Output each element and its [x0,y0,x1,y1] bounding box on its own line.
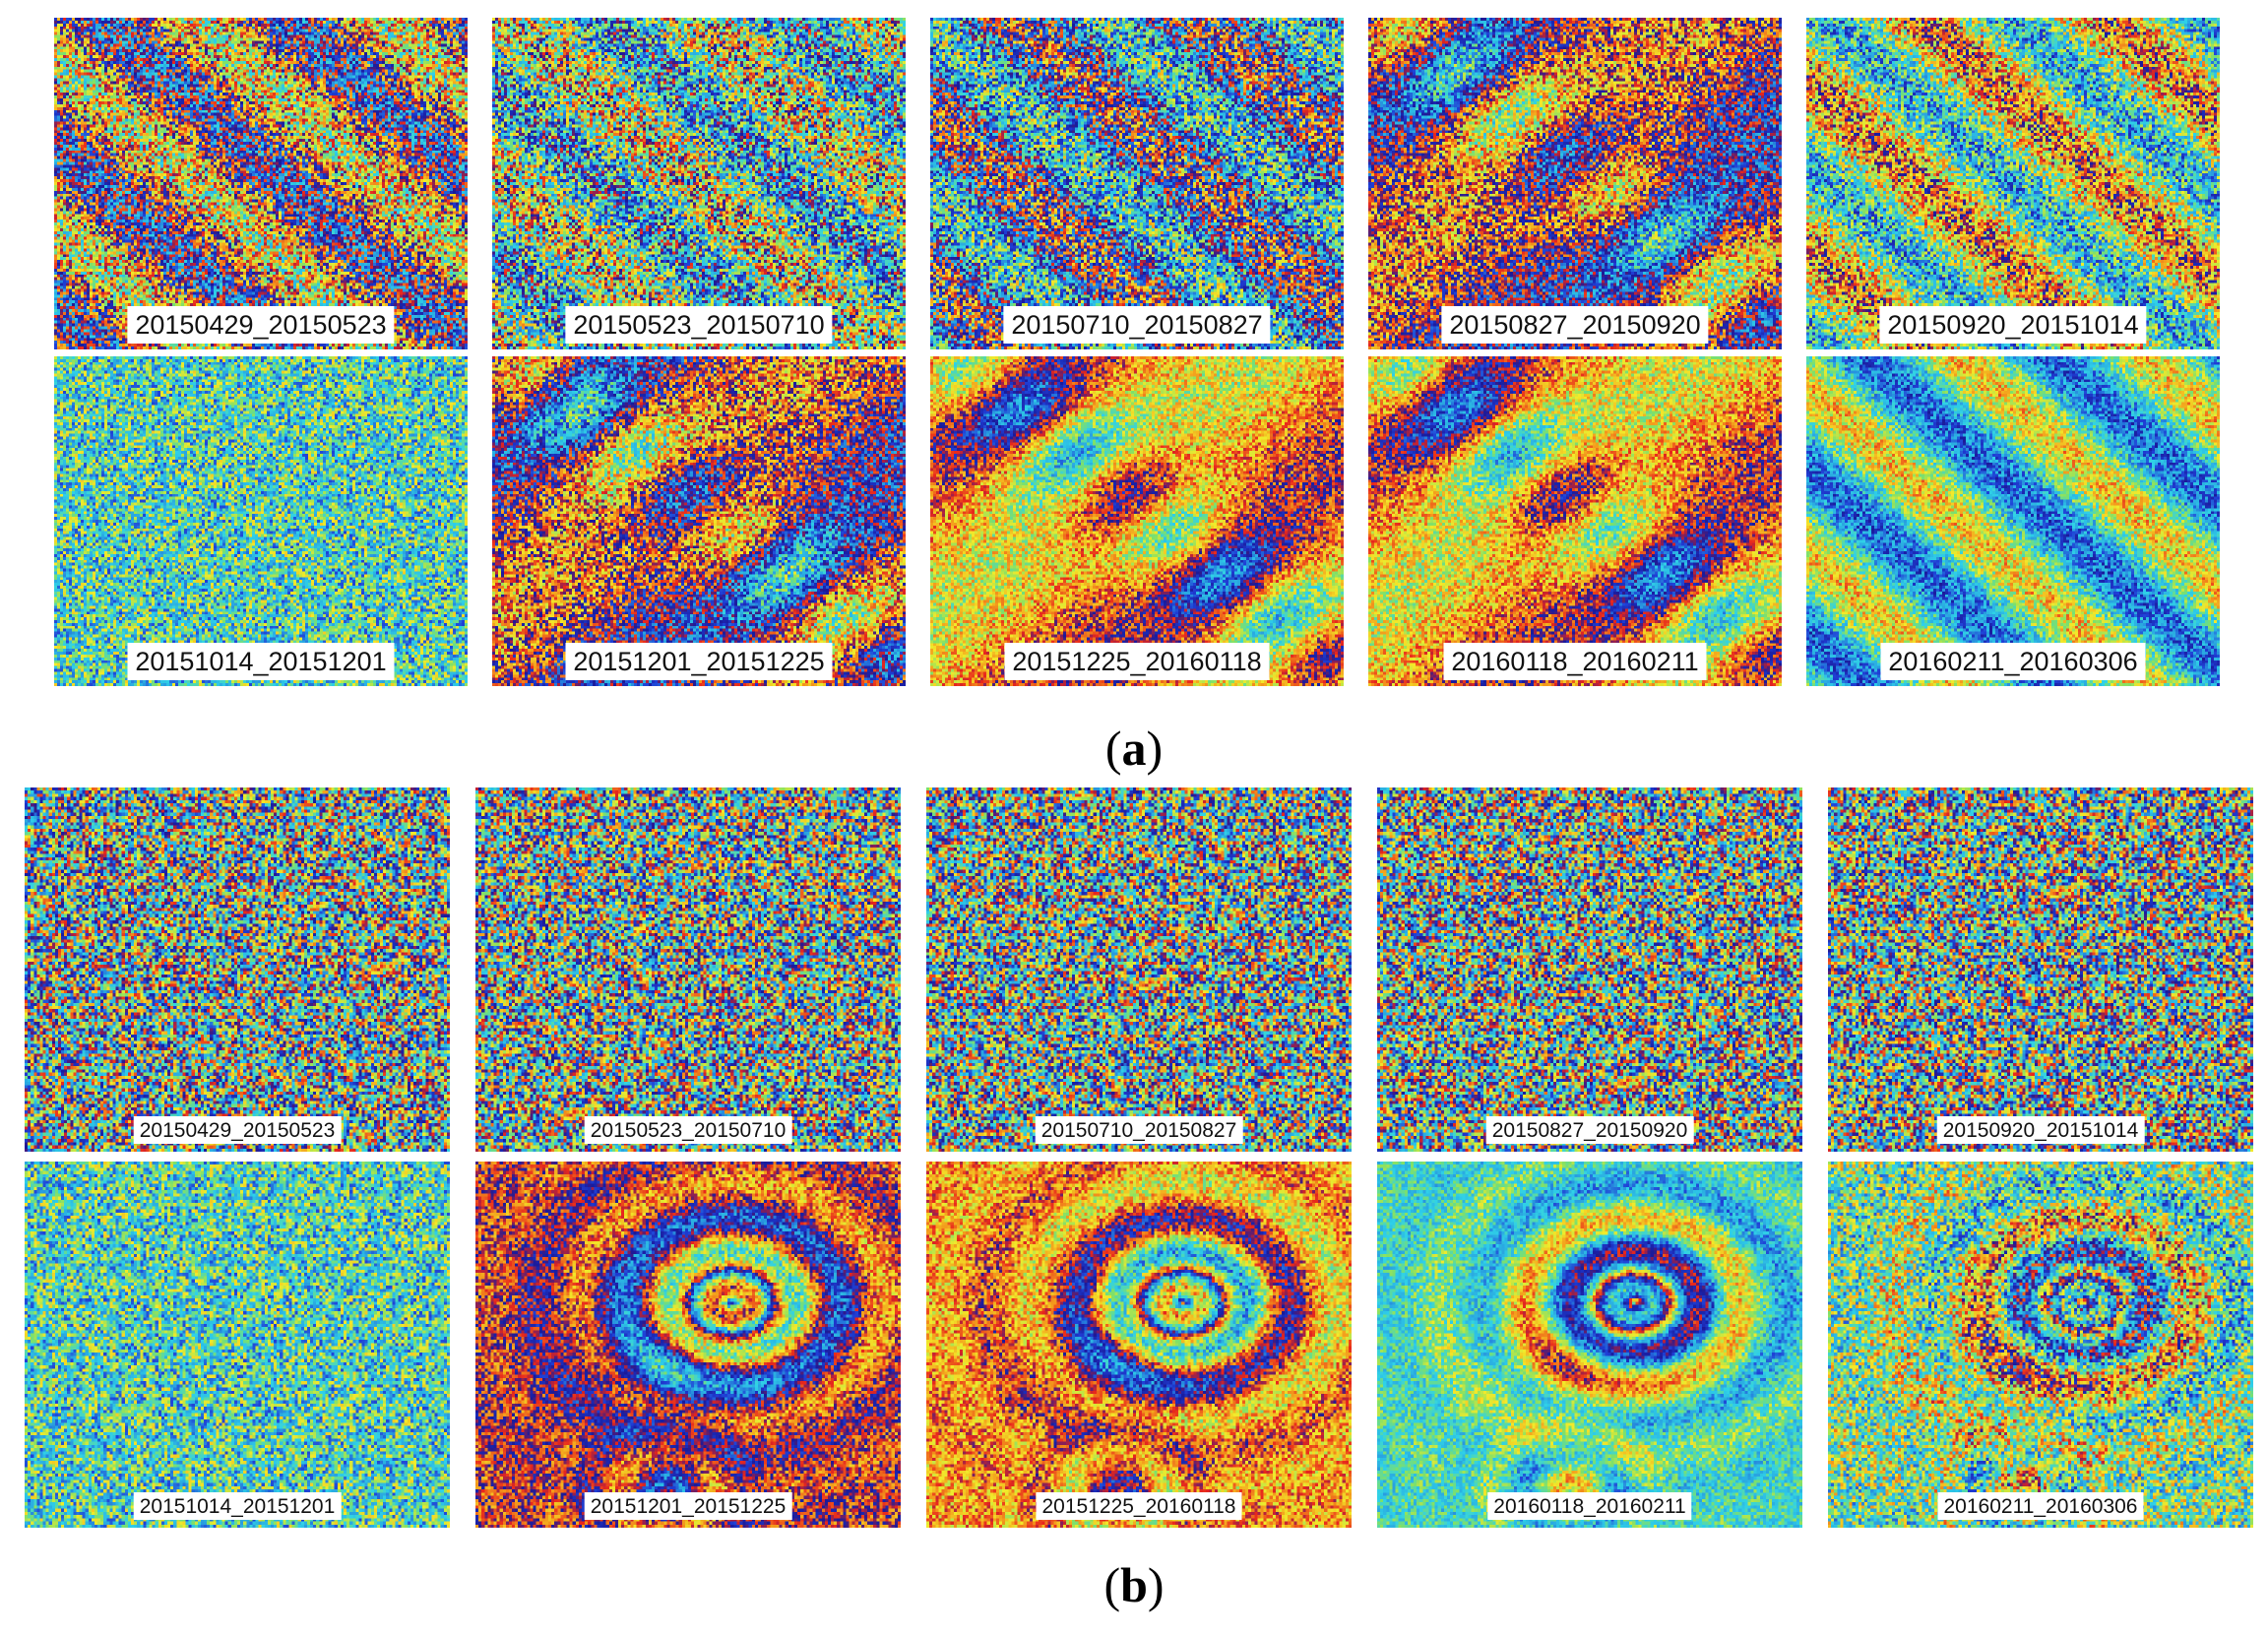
interferogram-image [930,356,1344,686]
interferogram-date-label: 20160118_20160211 [1487,1492,1692,1520]
interferogram-image [1368,18,1782,349]
interferogram-tile: 20151014_20151201 [54,356,468,686]
interferogram-date-label: 20151014_20151201 [127,643,395,680]
interferogram-image [1806,18,2220,349]
interferogram-date-label: 20150429_20150523 [133,1116,342,1144]
interferogram-image [492,18,906,349]
interferogram-image [54,18,468,349]
interferogram-tile: 20150429_20150523 [54,18,468,349]
interferogram-image [25,1162,450,1528]
interferogram-date-label: 20150920_20151014 [1936,1116,2145,1144]
interferogram-image [1828,787,2253,1152]
interferogram-date-label: 20160211_20160306 [1937,1492,2144,1520]
panel-a-caption: (a) [1104,721,1164,776]
interferogram-tile: 20160118_20160211 [1368,356,1782,686]
interferogram-tile: 20150920_20151014 [1828,787,2253,1152]
interferogram-tile: 20150523_20150710 [475,787,901,1152]
interferogram-image [1368,356,1782,686]
interferogram-tile: 20151225_20160118 [930,356,1344,686]
interferogram-date-label: 20151201_20151225 [584,1492,792,1520]
interferogram-date-label: 20151225_20160118 [1004,643,1270,680]
interferogram-image [926,1162,1352,1528]
interferogram-date-label: 20150710_20150827 [1003,306,1271,344]
interferogram-tile: 20160211_20160306 [1806,356,2220,686]
interferogram-date-label: 20150920_20151014 [1879,306,2147,344]
interferogram-date-label: 20151014_20151201 [133,1492,342,1520]
interferogram-tile: 20160118_20160211 [1377,1162,1802,1528]
interferogram-image [1377,787,1802,1152]
interferogram-date-label: 20160118_20160211 [1443,643,1707,680]
interferogram-image [492,356,906,686]
interferogram-date-label: 20150710_20150827 [1035,1116,1243,1144]
interferogram-image [54,356,468,686]
interferogram-date-label: 20150827_20150920 [1441,306,1709,344]
interferogram-image [475,1162,901,1528]
interferogram-date-label: 20151201_20151225 [565,643,833,680]
interferogram-date-label: 20151225_20160118 [1036,1492,1242,1520]
interferogram-image [926,787,1352,1152]
interferogram-date-label: 20150523_20150710 [565,306,833,344]
interferogram-image [1828,1162,2253,1528]
interferogram-image [25,787,450,1152]
interferogram-date-label: 20150429_20150523 [127,306,395,344]
interferogram-tile: 20151014_20151201 [25,1162,450,1528]
interferogram-tile: 20150827_20150920 [1368,18,1782,349]
interferogram-tile: 20150429_20150523 [25,787,450,1152]
panel-b-caption: (b) [1103,1557,1165,1612]
interferogram-tile: 20150710_20150827 [930,18,1344,349]
interferogram-tile: 20151201_20151225 [475,1162,901,1528]
interferogram-tile: 20150920_20151014 [1806,18,2220,349]
interferogram-date-label: 20160211_20160306 [1880,643,2146,680]
interferogram-image [1806,356,2220,686]
interferogram-tile: 20151201_20151225 [492,356,906,686]
interferogram-tile: 20150710_20150827 [926,787,1352,1152]
interferogram-tile: 20160211_20160306 [1828,1162,2253,1528]
interferogram-image [1377,1162,1802,1528]
interferogram-date-label: 20150827_20150920 [1485,1116,1694,1144]
interferogram-tile: 20151225_20160118 [926,1162,1352,1528]
interferogram-image [475,787,901,1152]
interferogram-tile: 20150523_20150710 [492,18,906,349]
interferogram-date-label: 20150523_20150710 [584,1116,792,1144]
interferogram-tile: 20150827_20150920 [1377,787,1802,1152]
interferogram-image [930,18,1344,349]
